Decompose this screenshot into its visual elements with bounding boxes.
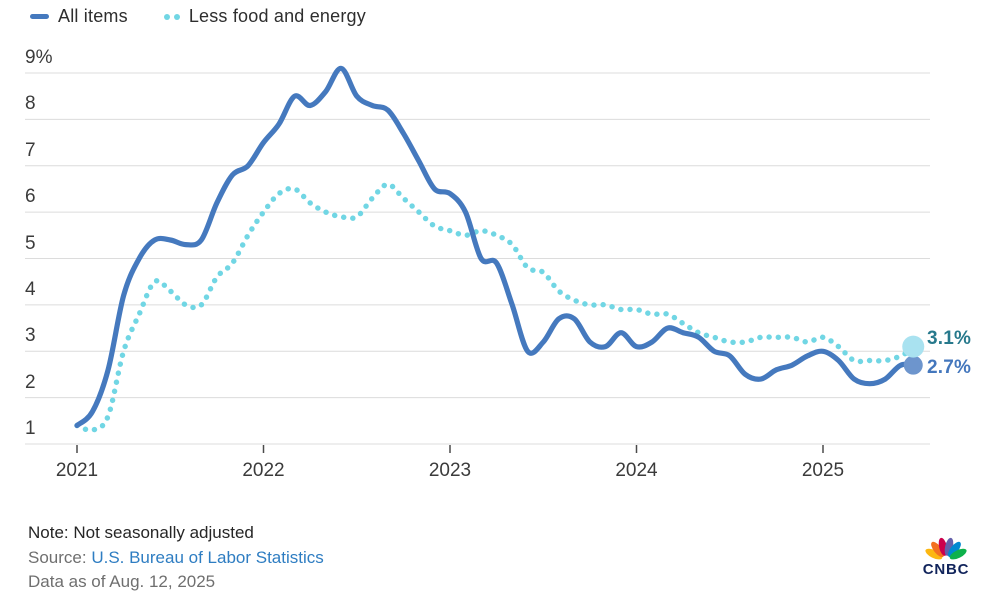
y-axis-label: 8 xyxy=(25,93,36,115)
peacock-icon xyxy=(925,537,967,560)
x-axis-label: 2022 xyxy=(242,460,285,481)
peacock-feather xyxy=(947,541,961,558)
chart-legend: All items Less food and energy xyxy=(30,6,366,27)
y-axis-label: 5 xyxy=(25,232,36,254)
y-axis-label: 7 xyxy=(25,139,36,161)
source-link[interactable]: U.S. Bureau of Labor Statistics xyxy=(91,548,324,567)
peacock-feather xyxy=(931,541,945,558)
series-end-value-all-items: 2.7% xyxy=(927,357,972,378)
footnote: Note: Not seasonally adjusted xyxy=(28,523,254,542)
y-axis-label: 6 xyxy=(25,186,36,208)
cnbc-logo: CNBC xyxy=(917,531,975,578)
y-axis-label: 9% xyxy=(25,47,53,68)
y-axis-label: 3 xyxy=(25,325,36,347)
x-axis-label: 2024 xyxy=(615,460,658,481)
source-line: Source: U.S. Bureau of Labor Statistics xyxy=(28,546,324,570)
legend-label-core: Less food and energy xyxy=(188,6,366,26)
legend-label-all-items: All items xyxy=(58,6,128,26)
x-axis-label: 2023 xyxy=(428,460,472,481)
data-as-of: Data as of Aug. 12, 2025 xyxy=(28,572,216,591)
x-axis-label: 2021 xyxy=(55,460,99,481)
core-dotted-swatch-icon xyxy=(163,13,180,20)
source-prefix: Source: xyxy=(28,548,92,567)
series-line-core xyxy=(74,181,919,434)
series-end-dot xyxy=(903,355,923,375)
series-end-value-core: 3.1% xyxy=(927,328,972,349)
all-items-line-swatch-icon xyxy=(30,14,49,19)
y-axis-label: 2 xyxy=(25,371,36,393)
legend-item-core: Less food and energy xyxy=(163,6,366,27)
series-line-all-items xyxy=(74,65,919,429)
chart-footer: Note: Not seasonally adjusted Source: U.… xyxy=(28,520,324,594)
cnbc-wordmark: CNBC xyxy=(922,561,970,578)
x-axis-label: 2025 xyxy=(801,460,845,481)
y-axis-label: 4 xyxy=(25,278,36,300)
y-axis-label: 1 xyxy=(25,418,36,439)
peacock-feather xyxy=(949,548,967,560)
peacock-feather xyxy=(925,548,943,560)
series-end-dot xyxy=(902,335,925,358)
legend-item-all-items: All items xyxy=(30,6,128,27)
